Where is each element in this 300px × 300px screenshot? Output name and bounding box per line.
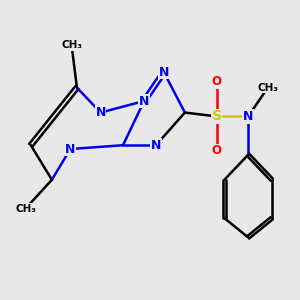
Text: S: S	[212, 110, 221, 123]
Text: CH₃: CH₃	[61, 40, 82, 50]
Text: N: N	[159, 66, 169, 79]
Text: N: N	[65, 142, 76, 155]
Text: N: N	[95, 106, 106, 119]
Text: O: O	[212, 75, 221, 88]
Text: CH₃: CH₃	[15, 204, 36, 214]
Text: O: O	[212, 145, 221, 158]
Text: N: N	[139, 94, 149, 107]
Text: N: N	[151, 139, 161, 152]
Text: N: N	[243, 110, 253, 123]
Text: CH₃: CH₃	[257, 82, 278, 93]
